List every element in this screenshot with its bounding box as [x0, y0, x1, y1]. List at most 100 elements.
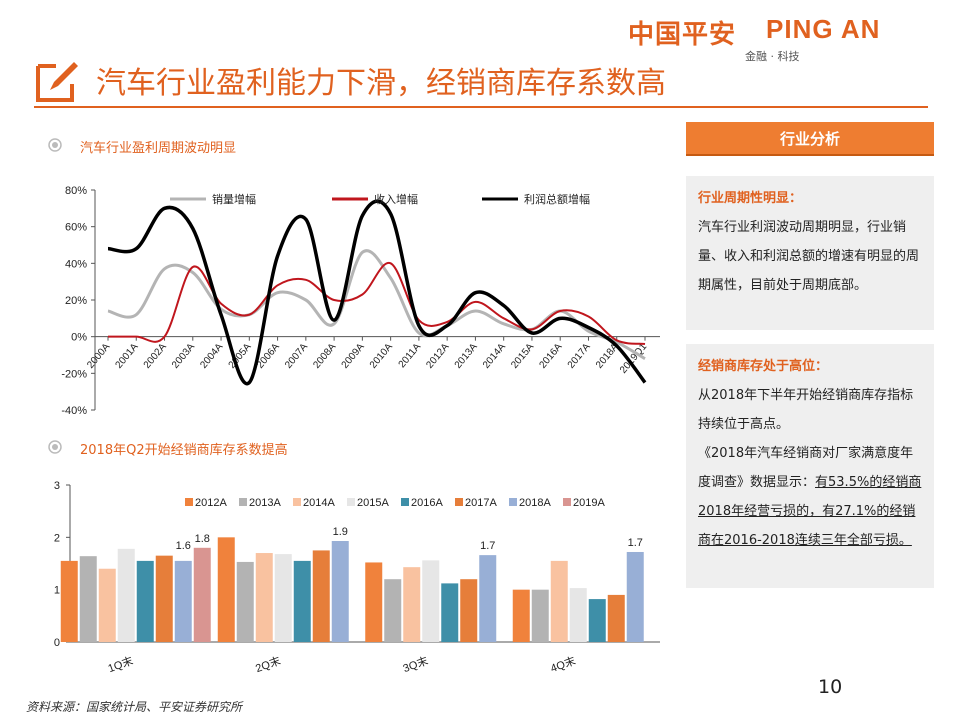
- x-tick-label: 2016A: [537, 341, 564, 370]
- inventory-text-1: 从2018年下半年开始经销商库存指标持续位于高点。: [698, 388, 914, 432]
- cyclicality-heading: 行业周期性明显：: [698, 191, 803, 206]
- logo-chinese: 中国平安: [628, 20, 737, 50]
- profit-cycle-line-chart: 80%60%40%20%0%-20%-40%2000A 2001A 2002A 200…: [61, 185, 660, 417]
- chart1-heading: 汽车行业盈利周期波动明显: [80, 141, 237, 156]
- logo-tagline: 金融 · 科技: [745, 50, 800, 63]
- legend-swatch: [563, 498, 571, 506]
- y-tick-label: 20%: [65, 295, 87, 307]
- source-note: 资料来源：国家统计局、平安证券研究所: [26, 700, 243, 714]
- pencil-note-icon: [36, 62, 78, 102]
- inventory-bar-chart: 3 2 1 0 1.6 1.8 1Q末 1.9 2Q末 1.7 3Q末 1.7 4Q末 2012A 2013…: [54, 480, 660, 675]
- bar-2012A: [512, 589, 530, 642]
- bar-2017A: [460, 579, 478, 642]
- page-title: 汽车行业盈利能力下滑，经销商库存系数高: [96, 66, 666, 101]
- legend-label: 2019A: [573, 497, 605, 509]
- bar-2012A: [217, 537, 235, 642]
- inventory-text-3: 有53.5%的经销商2018年经营亏损的，有27.1%的经销商在2016-201…: [698, 475, 922, 548]
- y-tick-label: 0%: [71, 332, 87, 344]
- legend-label: 2013A: [249, 497, 281, 509]
- legend-swatch: [401, 498, 409, 506]
- x-tick-label: 2011A: [397, 341, 424, 370]
- legend-label: 利润总额增幅: [524, 192, 590, 206]
- data-label: 1.6: [176, 540, 191, 552]
- legend-label: 收入增幅: [374, 192, 418, 206]
- data-label: 1.9: [333, 526, 348, 538]
- y-tick-label: 3: [54, 480, 60, 492]
- series-line-1: [108, 262, 646, 345]
- bar-2014A: [255, 553, 273, 642]
- legend-swatch: [509, 498, 517, 506]
- legend-label: 2014A: [303, 497, 335, 509]
- x-tick-label: 2008A: [311, 341, 338, 370]
- x-tick-label: 2003A: [170, 341, 197, 370]
- bar-2013A: [384, 579, 402, 642]
- data-label: 1.8: [195, 533, 210, 545]
- bar-2015A: [422, 560, 440, 642]
- x-tick-label: 2002A: [142, 341, 169, 370]
- y-tick-label: 60%: [65, 222, 87, 234]
- legend-swatch: [239, 498, 247, 506]
- bar-2015A: [274, 554, 292, 642]
- bar-2013A: [79, 556, 97, 642]
- bar-2018A: [174, 560, 192, 642]
- bar-2012A: [365, 562, 383, 642]
- legend-swatch: [185, 498, 193, 506]
- x-tick-label: 2017A: [566, 341, 593, 370]
- section-bullet-icon: [48, 440, 62, 454]
- inventory-heading: 经销商库存处于高位：: [698, 359, 829, 374]
- bar-2016A: [293, 560, 311, 642]
- legend-label: 2016A: [411, 497, 443, 509]
- section-bullet-icon: [48, 138, 62, 152]
- bar-2013A: [236, 561, 254, 642]
- bar-2013A: [531, 589, 549, 642]
- bar-2014A: [550, 560, 568, 642]
- legend-label: 2018A: [519, 497, 551, 509]
- data-label: 1.7: [480, 540, 495, 552]
- analysis-banner: 行业分析: [686, 122, 934, 156]
- bar-2016A: [441, 583, 459, 642]
- category-label: 1Q末: [106, 653, 135, 675]
- x-tick-label: 2013A: [453, 341, 480, 370]
- logo-english: PING AN: [766, 14, 881, 44]
- x-tick-label: 2012A: [424, 341, 451, 370]
- data-label: 1.7: [628, 537, 643, 549]
- bar-2018A: [479, 555, 497, 642]
- y-tick-label: -20%: [61, 368, 87, 380]
- bar-2018A: [331, 540, 349, 642]
- y-tick-label: 1: [54, 585, 60, 597]
- bar-2012A: [60, 560, 78, 642]
- inventory-text-2: 《2018年汽车经销商对厂家满意度年度调查》数据显示：: [698, 446, 914, 490]
- x-tick-label: 2015A: [509, 341, 536, 370]
- x-tick-label: 2000A: [85, 341, 112, 370]
- x-tick-label: 2004A: [198, 341, 225, 370]
- y-tick-label: -40%: [61, 405, 87, 417]
- x-tick-label: 2007A: [283, 341, 310, 370]
- y-tick-label: 80%: [65, 185, 87, 197]
- category-label: 2Q末: [253, 653, 282, 675]
- chart2-heading: 2018年Q2开始经销商库存系数提高: [80, 443, 288, 458]
- legend-label: 2015A: [357, 497, 389, 509]
- cyclicality-box: 行业周期性明显： 汽车行业利润波动周期明显，行业销量、收入和利润总额的增速有明显…: [686, 176, 934, 330]
- page-number: 10: [818, 676, 843, 698]
- legend-swatch: [293, 498, 301, 506]
- bar-2017A: [607, 594, 625, 642]
- bar-2014A: [98, 568, 116, 642]
- legend-label: 2017A: [465, 497, 497, 509]
- bar-2014A: [403, 567, 421, 642]
- title-divider: [34, 106, 928, 108]
- y-tick-label: 2: [54, 532, 60, 544]
- x-tick-label: 2010A: [368, 341, 395, 370]
- bar-2016A: [136, 560, 154, 642]
- bar-2018A: [626, 551, 644, 642]
- bar-2016A: [588, 599, 606, 642]
- legend-swatch: [347, 498, 355, 506]
- bar-2015A: [569, 588, 587, 642]
- inventory-box: 经销商库存处于高位： 从2018年下半年开始经销商库存指标持续位于高点。 《20…: [686, 344, 934, 588]
- x-tick-label: 2001A: [114, 341, 141, 370]
- x-tick-label: 2014A: [481, 341, 508, 370]
- bar-2017A: [155, 555, 173, 642]
- y-tick-label: 40%: [65, 258, 87, 270]
- x-tick-label: 2009A: [340, 341, 367, 370]
- bar-2017A: [312, 550, 330, 642]
- legend-label: 销量增幅: [212, 192, 256, 206]
